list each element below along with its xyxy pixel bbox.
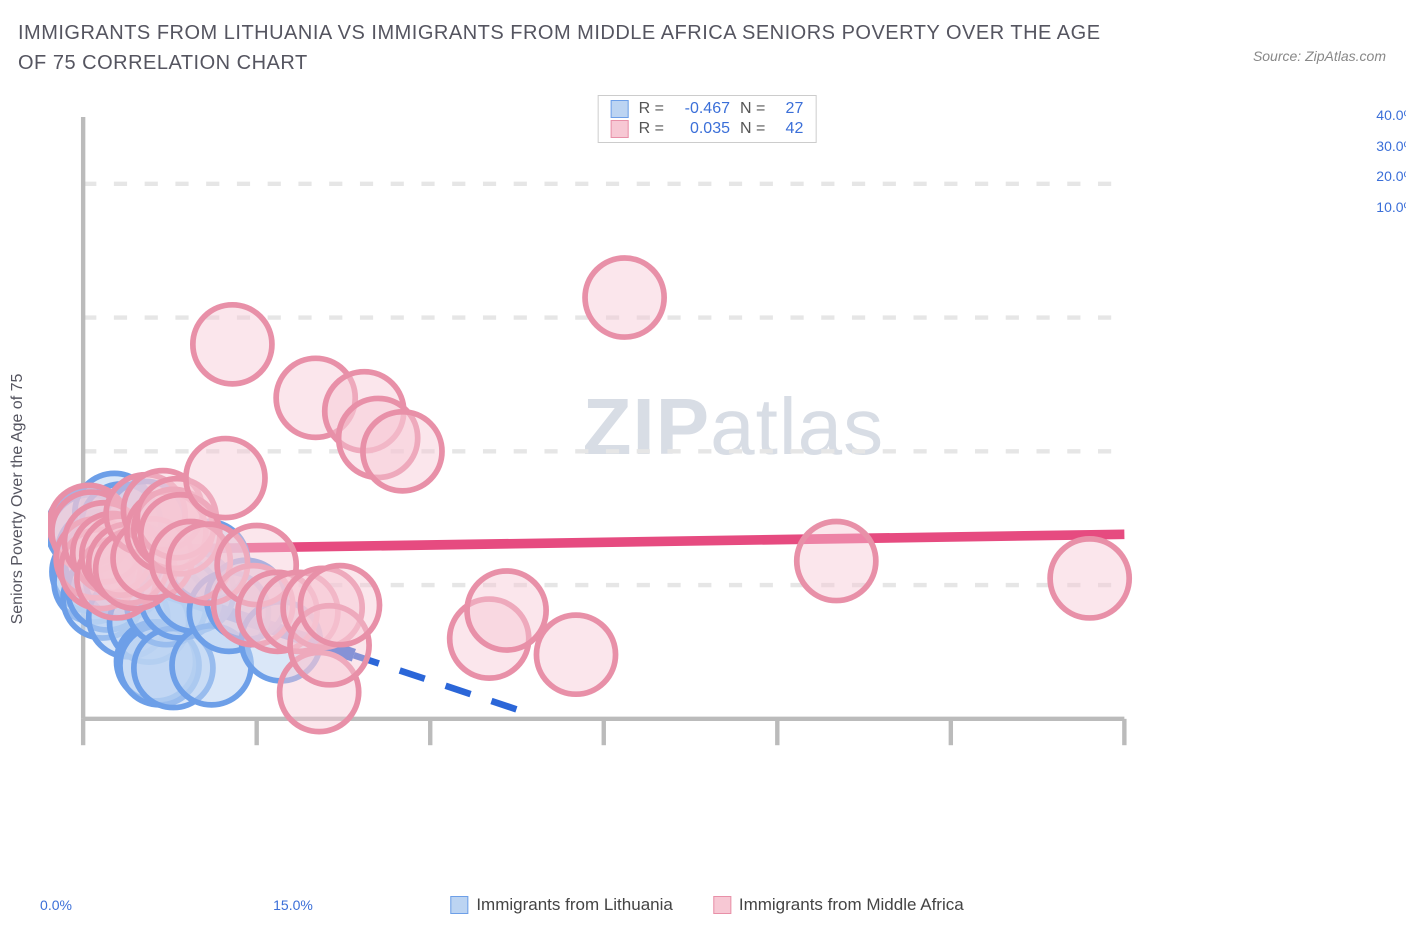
y-tick-label: 40.0%: [1376, 107, 1406, 123]
legend-r-value: -0.467: [674, 100, 730, 118]
x-tick-label: 15.0%: [273, 897, 313, 913]
chart-title: IMMIGRANTS FROM LITHUANIA VS IMMIGRANTS …: [18, 18, 1118, 78]
legend-r-value: 0.035: [674, 120, 730, 138]
legend-series-label: Immigrants from Lithuania: [476, 895, 673, 915]
x-tick-label: 0.0%: [40, 897, 72, 913]
legend-n-key: N =: [740, 100, 765, 118]
scatter-plot: [48, 95, 1366, 754]
y-tick-label: 30.0%: [1376, 138, 1406, 154]
legend-n-value: 27: [775, 100, 803, 118]
legend-swatch: [713, 896, 731, 914]
legend-r-key: R =: [639, 120, 664, 138]
legend-series: Immigrants from Lithuania Immigrants from…: [450, 895, 963, 915]
legend-series-item: Immigrants from Middle Africa: [713, 895, 964, 915]
legend-stat-row: R = -0.467 N = 27: [611, 100, 804, 118]
legend-n-value: 42: [775, 120, 803, 138]
header: IMMIGRANTS FROM LITHUANIA VS IMMIGRANTS …: [18, 18, 1386, 78]
legend-swatch: [611, 100, 629, 118]
chart-area: Seniors Poverty Over the Age of 75 ZIPat…: [48, 95, 1366, 885]
source-attribution: Source: ZipAtlas.com: [1253, 48, 1386, 64]
legend-stats: R = -0.467 N = 27 R = 0.035 N = 42: [598, 95, 817, 143]
y-axis-label: Seniors Poverty Over the Age of 75: [9, 374, 27, 625]
legend-series-label: Immigrants from Middle Africa: [739, 895, 964, 915]
legend-n-key: N =: [740, 120, 765, 138]
legend-stat-row: R = 0.035 N = 42: [611, 120, 804, 138]
legend-swatch: [450, 896, 468, 914]
y-tick-label: 20.0%: [1376, 168, 1406, 184]
y-tick-label: 10.0%: [1376, 199, 1406, 215]
legend-r-key: R =: [639, 100, 664, 118]
legend-swatch: [611, 120, 629, 138]
legend-series-item: Immigrants from Lithuania: [450, 895, 673, 915]
